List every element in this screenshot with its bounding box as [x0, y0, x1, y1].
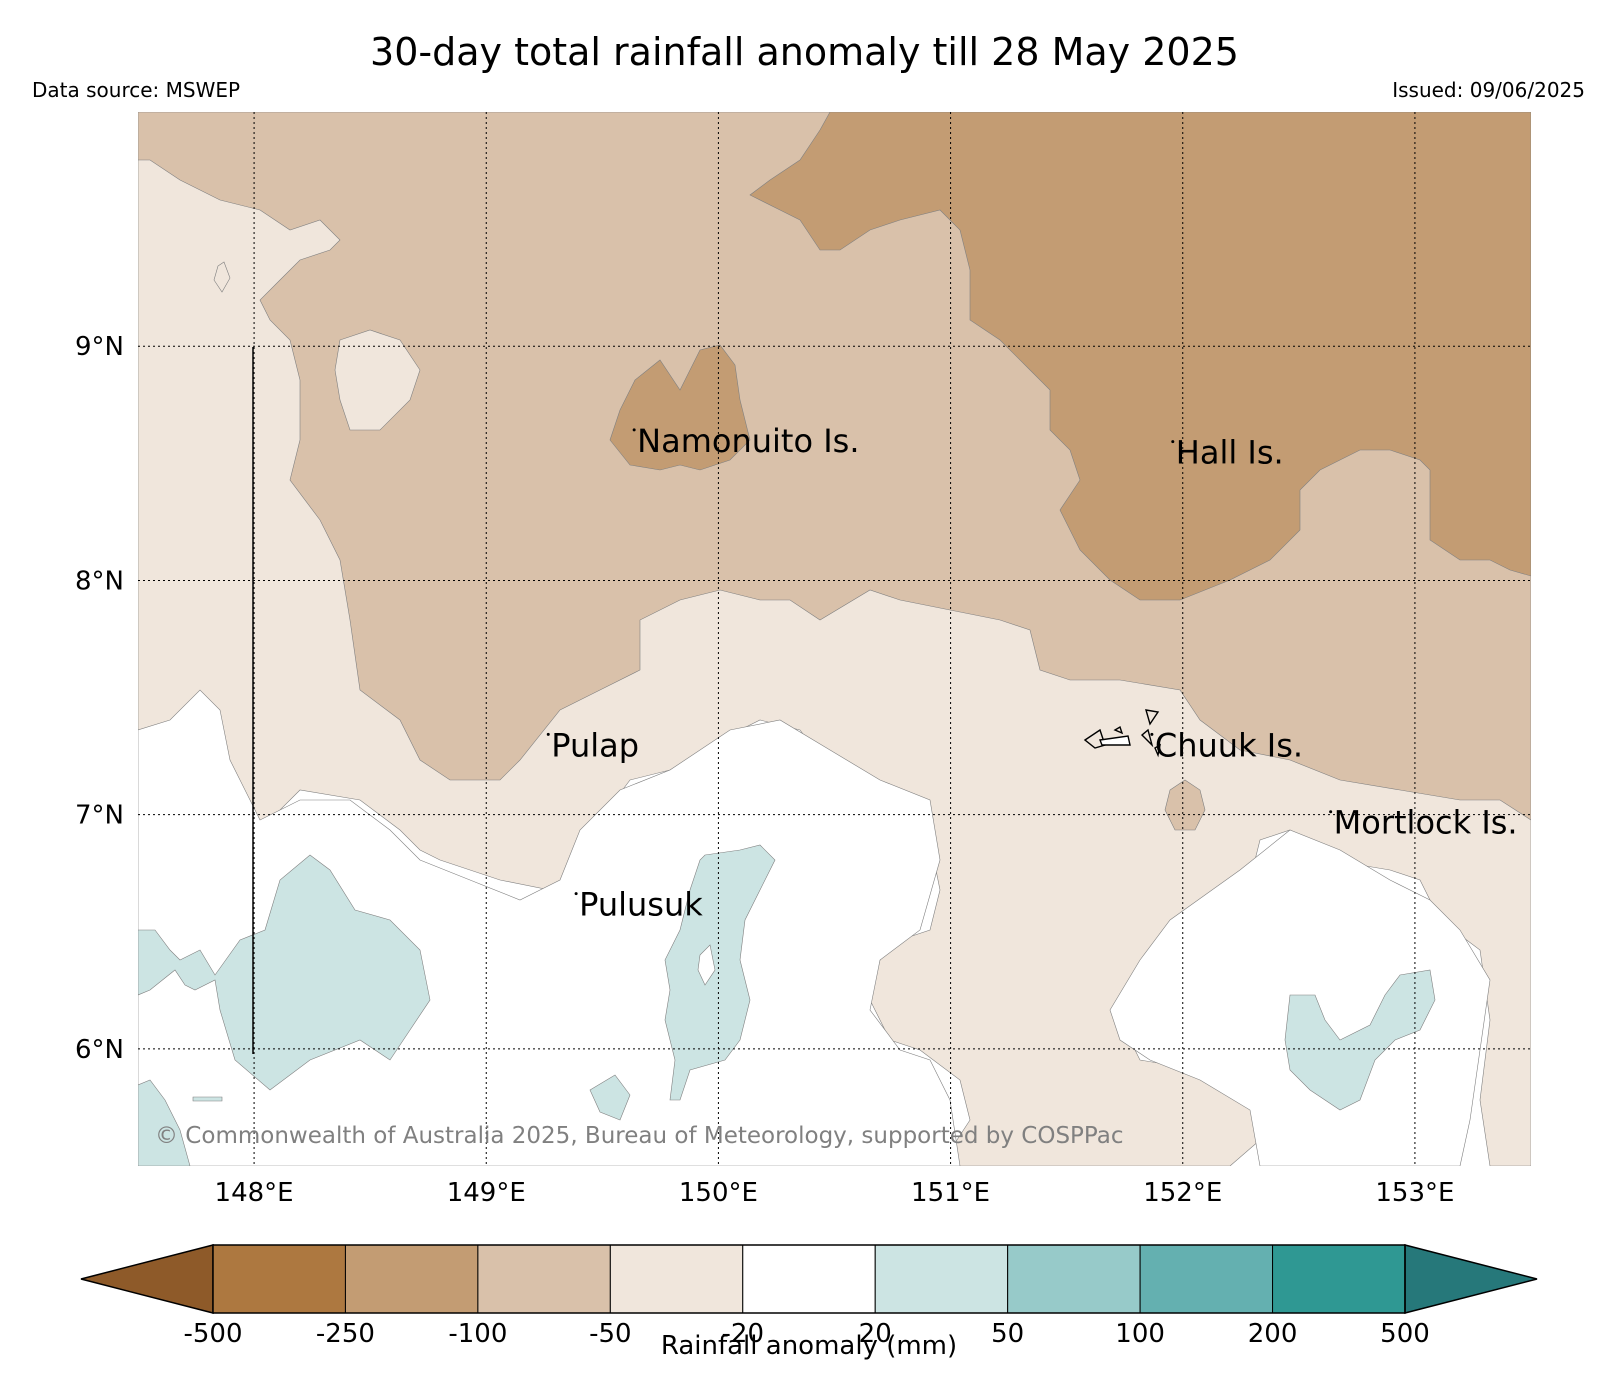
- anomaly-patch-light-b: [213, 261, 231, 293]
- anomaly-region-neutral-west: [138, 689, 961, 1166]
- colorbar-segment: [1007, 1244, 1141, 1314]
- place-marker: [632, 428, 636, 432]
- anomaly-patch-teal-center: [664, 844, 776, 1101]
- place-marker: [574, 892, 578, 896]
- anomaly-patch-teal-east: [1284, 969, 1436, 1111]
- longitude-labels: 148°E 149°E 150°E 151°E 152°E 153°E: [215, 1178, 1455, 1208]
- colorbar-title: Rainfall anomaly (mm): [661, 1331, 957, 1361]
- place-label: Chuuk Is.: [1155, 726, 1303, 764]
- place-label: Hall Is.: [1176, 434, 1284, 472]
- colorbar-tick-label: 50: [991, 1319, 1024, 1349]
- colorbar-extend-low: [80, 1244, 214, 1314]
- anomaly-patch-teal-small: [589, 1074, 631, 1121]
- colorbar-segment: [1139, 1244, 1274, 1314]
- colorbar-segment: [212, 1244, 346, 1314]
- colorbar-tick-label: -50: [589, 1319, 631, 1349]
- colorbar-tick-label: -500: [183, 1319, 242, 1349]
- latitude-labels: 9°N 8°N 7°N 6°N: [75, 332, 124, 1065]
- colorbar-segment: [742, 1244, 876, 1314]
- lon-tick-label: 149°E: [447, 1178, 526, 1208]
- place-label: Mortlock Is.: [1334, 804, 1518, 842]
- lat-tick-label: 7°N: [75, 801, 124, 831]
- colorbar-segment: [874, 1244, 1009, 1314]
- anomaly-patch-light-a: [334, 329, 421, 431]
- colorbar-tick-label: -100: [448, 1319, 507, 1349]
- anomaly-patch-namonuito: [609, 344, 751, 471]
- copyright-notice: © Commonwealth of Australia 2025, Bureau…: [155, 1123, 1124, 1149]
- issued-date-label: Issued: 09/06/2025: [1392, 78, 1585, 102]
- colorbar-tick-label: 100: [1115, 1319, 1165, 1349]
- place-marker: [1171, 440, 1175, 444]
- colorbar-segment: [1272, 1244, 1406, 1314]
- colorbar-extend-high: [1404, 1244, 1538, 1314]
- colorbar-frame: [212, 1244, 1406, 1314]
- anomaly-patch-teal-west: [138, 854, 431, 1091]
- anomaly-patch-white-inner: [697, 944, 716, 986]
- lat-tick-label: 6°N: [75, 1035, 124, 1065]
- place-label: Namonuito Is.: [637, 422, 859, 460]
- lon-tick-label: 150°E: [679, 1178, 758, 1208]
- colorbar-segment: [609, 1244, 744, 1314]
- map-gridlines: [138, 112, 1531, 1166]
- anomaly-patch-chuuk: [1164, 779, 1206, 831]
- colorbar-segment: [344, 1244, 479, 1314]
- place-label: Pulap: [551, 726, 639, 764]
- lat-tick-label: 9°N: [75, 332, 124, 362]
- place-label: Pulusuk: [579, 886, 703, 924]
- colorbar-tick-label: -20: [722, 1319, 764, 1349]
- place-labels: Namonuito Is. Hall Is. Pulap Chuuk Is. Mortl…: [546, 422, 1518, 924]
- colorbar-tick-label: 20: [859, 1319, 892, 1349]
- colorbar-tick-label: -250: [316, 1319, 375, 1349]
- map-title: 30-day total rainfall anomaly till 28 Ma…: [370, 30, 1239, 74]
- colorbar-tick-label: 500: [1380, 1319, 1430, 1349]
- lon-tick-label: 152°E: [1143, 1178, 1222, 1208]
- lon-tick-label: 148°E: [215, 1178, 294, 1208]
- colorbar: -500 -250 -100 -50 -20 20 50 100 200 500: [80, 1244, 1538, 1349]
- map-plot-area: [138, 112, 1531, 1166]
- data-source-label: Data source: MSWEP: [32, 78, 241, 102]
- lon-tick-label: 153°E: [1375, 1178, 1454, 1208]
- place-marker: [546, 732, 550, 736]
- chuuk-islands-outline: [1083, 709, 1161, 758]
- colorbar-tick-label: 200: [1248, 1319, 1298, 1349]
- colorbar-segment: [477, 1244, 611, 1314]
- lon-tick-label: 151°E: [911, 1178, 990, 1208]
- lat-tick-label: 8°N: [75, 566, 124, 596]
- anomaly-region-minus100-ne: [749, 112, 1531, 601]
- anomaly-patch-teal-sw: [138, 1079, 191, 1166]
- anomaly-patch-teal-tiny: [192, 1096, 223, 1102]
- place-marker: [1150, 732, 1154, 736]
- place-marker: [1329, 810, 1333, 814]
